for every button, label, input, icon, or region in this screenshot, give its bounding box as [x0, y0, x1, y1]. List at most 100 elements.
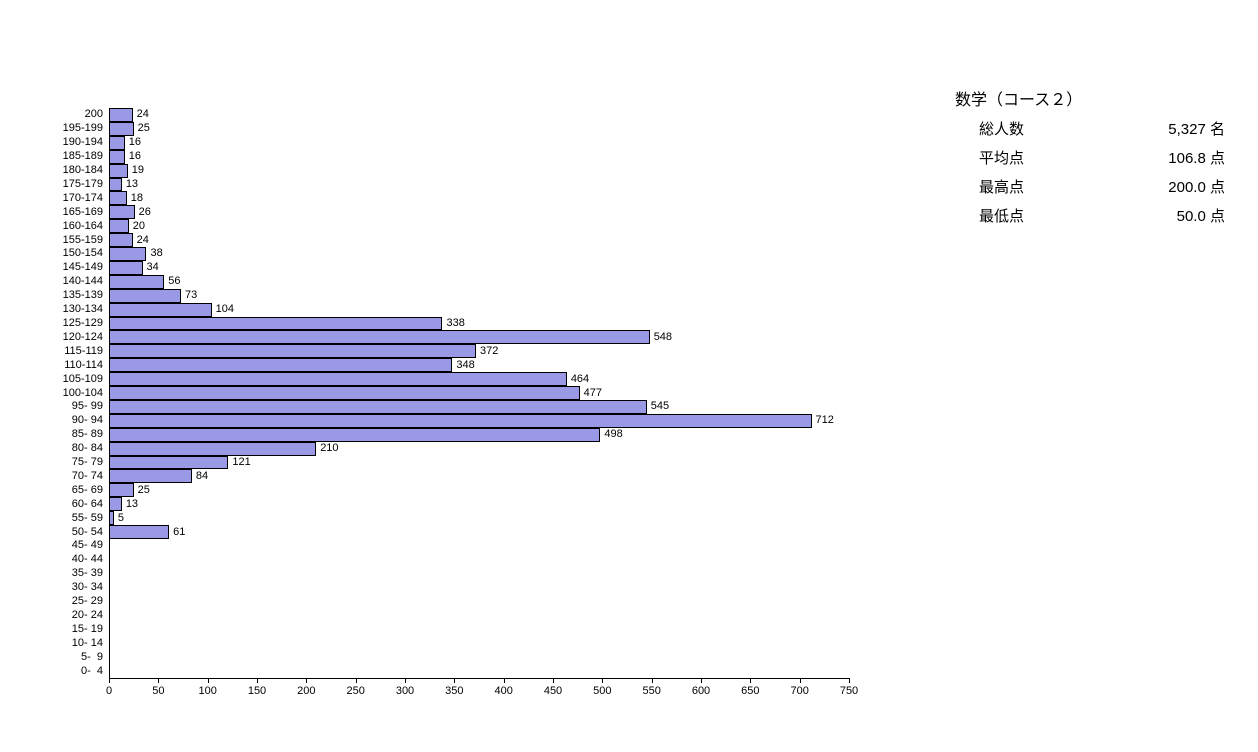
y-axis-category-label: 125-129: [63, 317, 103, 329]
histogram-bar: [109, 289, 181, 303]
bar-value-label: 56: [168, 275, 180, 287]
x-axis-tick-mark: [356, 678, 357, 683]
x-axis-tick-label: 100: [198, 685, 216, 697]
stats-value-number: 5,327: [1168, 121, 1206, 138]
histogram-bar: [109, 456, 228, 470]
bar-value-label: 84: [196, 470, 208, 482]
x-axis-tick-mark: [454, 678, 455, 683]
x-axis-tick-label: 450: [544, 685, 562, 697]
bar-value-label: 38: [150, 247, 162, 259]
x-axis-tick-mark: [849, 678, 850, 683]
y-axis-category-label: 130-134: [63, 303, 103, 315]
bar-value-label: 73: [185, 289, 197, 301]
y-axis-category-label: 100-104: [63, 387, 103, 399]
stats-value-unit: 名: [1206, 121, 1225, 138]
y-axis-category-label: 180-184: [63, 164, 103, 176]
x-axis-tick-label: 550: [642, 685, 660, 697]
bar-value-label: 26: [139, 206, 151, 218]
bar-value-label: 19: [132, 164, 144, 176]
y-axis-category-label: 145-149: [63, 261, 103, 273]
y-axis-category-label: 60- 64: [69, 498, 103, 510]
bar-value-label: 24: [137, 234, 149, 246]
x-axis-tick-mark: [553, 678, 554, 683]
histogram-bar: [109, 483, 134, 497]
bar-value-label: 61: [173, 526, 185, 538]
y-axis-category-label: 20- 24: [69, 609, 103, 621]
histogram-bar: [109, 317, 442, 331]
histogram-bar: [109, 386, 580, 400]
bar-value-label: 20: [133, 220, 145, 232]
x-axis-tick-label: 400: [494, 685, 512, 697]
x-axis-tick-mark: [405, 678, 406, 683]
bar-value-label: 464: [571, 373, 589, 385]
bar-value-label: 5: [118, 512, 124, 524]
y-axis-category-label: 30- 34: [69, 581, 103, 593]
histogram-bar: [109, 442, 316, 456]
histogram-bar: [109, 233, 133, 247]
x-axis-tick-label: 300: [396, 685, 414, 697]
histogram-bar: [109, 344, 476, 358]
stats-row: 最低点50.0 点: [955, 205, 1225, 226]
y-axis-category-label: 155-159: [63, 234, 103, 246]
bar-value-label: 34: [147, 261, 159, 273]
y-axis-category-label: 170-174: [63, 192, 103, 204]
y-axis-category-label: 190-194: [63, 136, 103, 148]
histogram-bar: [109, 178, 122, 192]
x-axis-tick-label: 150: [248, 685, 266, 697]
bar-value-label: 16: [129, 150, 141, 162]
stats-label: 最高点: [979, 176, 1024, 197]
y-axis-category-label: 200: [85, 108, 103, 120]
histogram-bar: [109, 164, 128, 178]
histogram-bar: [109, 469, 192, 483]
stats-row: 総人数5,327 名: [955, 118, 1225, 139]
bar-value-label: 338: [446, 317, 464, 329]
x-axis-tick-mark: [750, 678, 751, 683]
bar-value-label: 13: [126, 178, 138, 190]
histogram-bar: [109, 511, 114, 525]
y-axis-category-label: 115-119: [64, 345, 103, 357]
histogram-bar: [109, 330, 650, 344]
bar-value-label: 712: [816, 414, 834, 426]
bar-value-label: 548: [654, 331, 672, 343]
y-axis-category-label: 5- 9: [75, 651, 103, 663]
y-axis-category-label: 195-199: [63, 122, 103, 134]
x-axis-tick-label: 700: [790, 685, 808, 697]
y-axis-category-label: 70- 74: [69, 470, 103, 482]
stats-value-number: 106.8: [1168, 150, 1206, 167]
y-axis-category-label: 120-124: [63, 331, 103, 343]
x-axis-tick-label: 350: [445, 685, 463, 697]
y-axis-category-label: 165-169: [63, 206, 103, 218]
histogram-bar: [109, 122, 134, 136]
bar-value-label: 104: [216, 303, 234, 315]
x-axis-tick-label: 500: [593, 685, 611, 697]
histogram-bar: [109, 358, 452, 372]
x-axis-tick-mark: [602, 678, 603, 683]
x-axis-tick-mark: [504, 678, 505, 683]
bar-value-label: 18: [131, 192, 143, 204]
bar-value-label: 498: [604, 428, 622, 440]
y-axis-category-label: 140-144: [63, 275, 103, 287]
y-axis-category-label: 35- 39: [69, 567, 103, 579]
stats-rows: 総人数5,327 名平均点106.8 点最高点200.0 点最低点50.0 点: [955, 118, 1225, 226]
histogram-bar: [109, 191, 127, 205]
histogram-bar: [109, 400, 647, 414]
x-axis-tick-label: 250: [346, 685, 364, 697]
x-axis-tick-mark: [306, 678, 307, 683]
x-axis-tick-mark: [158, 678, 159, 683]
stats-value: 106.8 点: [1168, 147, 1225, 168]
x-axis-tick-label: 750: [840, 685, 858, 697]
histogram-bar: [109, 247, 146, 261]
y-axis-category-label: 80- 84: [69, 442, 103, 454]
x-axis-tick-label: 0: [106, 685, 112, 697]
stats-panel: 数学（コース２） 総人数5,327 名平均点106.8 点最高点200.0 点最…: [955, 86, 1225, 234]
histogram-bar: [109, 372, 567, 386]
y-axis-category-label: 95- 99: [69, 400, 103, 412]
histogram-bar: [109, 525, 169, 539]
stats-label: 最低点: [979, 205, 1024, 226]
bar-value-label: 348: [456, 359, 474, 371]
x-axis-tick-label: 650: [741, 685, 759, 697]
y-axis-category-label: 160-164: [63, 220, 103, 232]
stats-value-number: 50.0: [1177, 208, 1206, 225]
y-axis-category-label: 55- 59: [69, 512, 103, 524]
x-axis-line: [109, 678, 849, 679]
